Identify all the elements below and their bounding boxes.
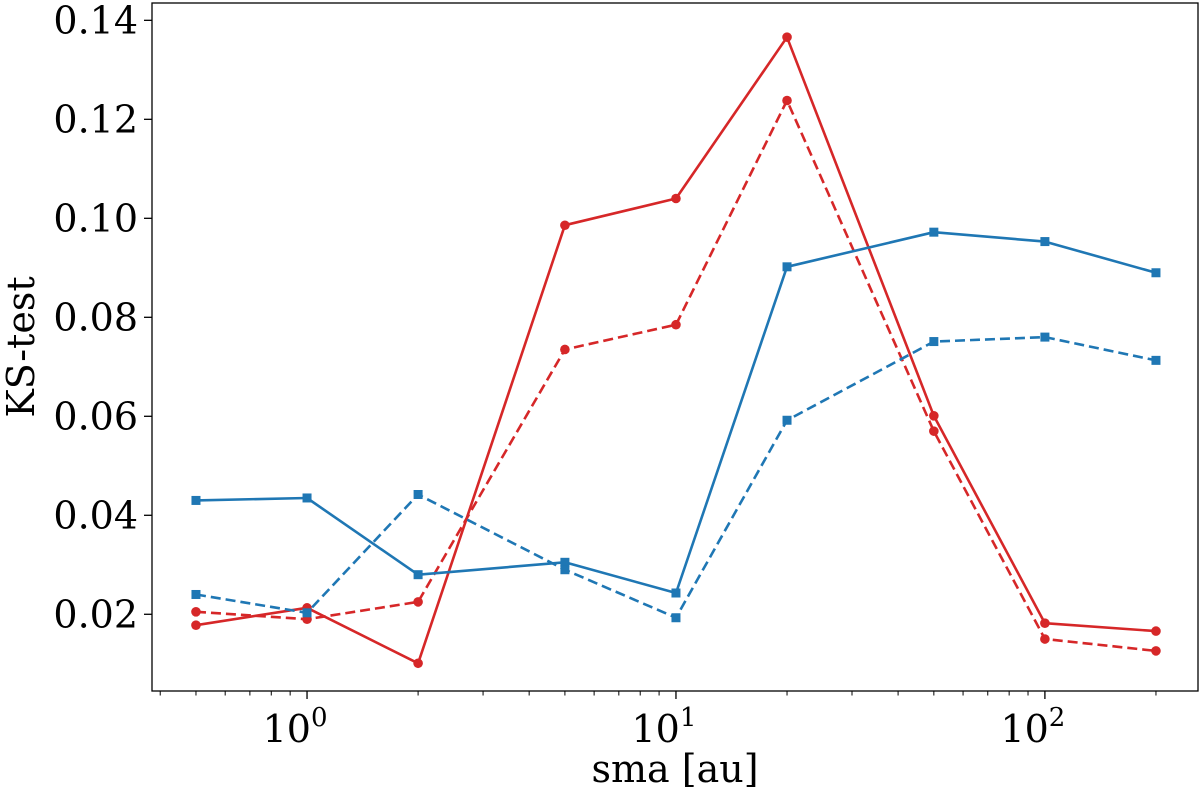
data-point-blue-solid: [191, 495, 201, 505]
data-point-red-solid: [671, 193, 681, 204]
data-point-red-solid: [929, 411, 939, 421]
data-point-red-solid: [413, 658, 423, 669]
data-point-blue-solid: [1040, 237, 1050, 247]
data-point-blue-dashed: [302, 608, 312, 618]
series-line-blue-solid: [195, 230, 1157, 595]
data-point-red-dashed: [1151, 646, 1161, 656]
y-tick-label: 0.08: [53, 295, 138, 339]
y-axis-label: KS-test: [0, 276, 43, 417]
data-point-blue-solid: [671, 588, 681, 598]
data-point-red-dashed: [782, 95, 792, 106]
data-point-blue-dashed: [560, 565, 570, 575]
data-point-red-solid: [560, 220, 570, 231]
data-point-red-solid: [1151, 626, 1161, 636]
data-point-blue-dashed: [782, 415, 792, 425]
data-point-blue-dashed: [929, 337, 939, 347]
plot-series: [191, 32, 1161, 669]
data-point-blue-dashed: [671, 613, 681, 623]
y-tick-label: 0.14: [53, 0, 138, 42]
y-tick-label: 0.04: [53, 493, 138, 537]
data-point-red-solid: [782, 32, 792, 42]
data-point-red-dashed: [191, 607, 201, 617]
x-tick-label: 102: [1000, 703, 1065, 751]
data-point-red-dashed: [671, 319, 681, 330]
data-point-blue-dashed: [413, 489, 423, 499]
data-point-blue-solid: [560, 557, 570, 567]
axis-ticks: 0.02 0.04 0.06 0.08 0.10 0.12 0.14 100 101 102: [53, 0, 1157, 751]
data-point-red-solid: [191, 620, 201, 630]
data-point-blue-solid: [782, 262, 792, 272]
y-tick-label: 0.12: [53, 97, 138, 141]
data-point-red-dashed: [929, 426, 939, 436]
y-tick-label: 0.02: [53, 592, 138, 636]
data-point-blue-solid: [302, 493, 312, 503]
x-tick-label: 100: [263, 703, 328, 751]
data-point-blue-dashed: [1040, 332, 1050, 342]
data-point-blue-solid: [413, 570, 423, 580]
y-tick-label: 0.10: [53, 196, 138, 240]
data-point-blue-dashed: [191, 589, 201, 599]
x-axis-label: sma [au]: [591, 747, 758, 789]
x-tick-label: 101: [632, 703, 697, 751]
y-tick-label: 0.06: [53, 394, 138, 438]
series-line-blue-dashed: [195, 335, 1157, 620]
data-point-red-dashed: [560, 344, 570, 355]
data-point-red-dashed: [413, 597, 423, 607]
series-line-red-dashed: [195, 99, 1157, 653]
data-point-blue-solid: [929, 227, 939, 237]
data-point-blue-dashed: [1151, 355, 1161, 365]
data-point-blue-solid: [1151, 268, 1161, 278]
data-point-red-solid: [1040, 618, 1050, 628]
data-point-red-dashed: [1040, 634, 1050, 644]
plot-frame: [151, 2, 1199, 692]
series-line-red-solid: [195, 35, 1157, 665]
